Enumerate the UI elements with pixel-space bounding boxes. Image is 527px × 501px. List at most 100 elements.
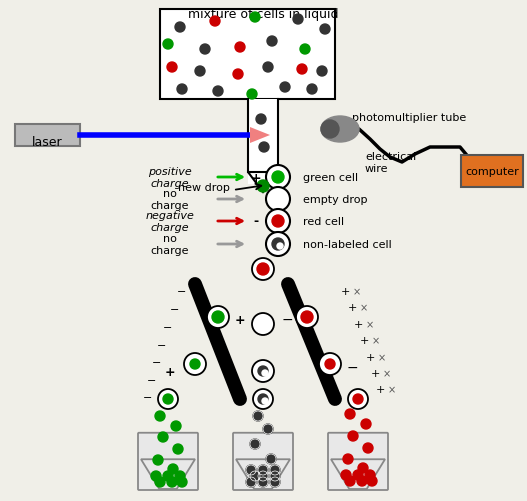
Circle shape	[263, 424, 273, 434]
Text: ×: ×	[353, 287, 361, 297]
Text: +: +	[359, 335, 369, 345]
Circle shape	[266, 232, 290, 257]
Text: laser: laser	[32, 136, 62, 149]
Text: +: +	[365, 352, 375, 362]
Text: +: +	[251, 171, 261, 184]
FancyBboxPatch shape	[461, 156, 523, 188]
Text: photomultiplier tube: photomultiplier tube	[352, 113, 466, 123]
Circle shape	[258, 465, 268, 475]
Circle shape	[171, 421, 181, 431]
Circle shape	[300, 45, 310, 55]
Circle shape	[253, 411, 263, 421]
Circle shape	[190, 359, 200, 369]
Circle shape	[270, 465, 280, 475]
Circle shape	[158, 432, 168, 442]
Circle shape	[175, 471, 185, 481]
Circle shape	[345, 409, 355, 419]
Circle shape	[177, 85, 187, 95]
Text: negative
charge: negative charge	[145, 211, 194, 232]
Circle shape	[348, 389, 368, 409]
Circle shape	[253, 389, 273, 409]
Text: −: −	[148, 375, 157, 385]
Circle shape	[270, 471, 280, 481]
Circle shape	[252, 360, 274, 382]
Circle shape	[358, 463, 368, 473]
Circle shape	[256, 115, 266, 125]
FancyBboxPatch shape	[328, 433, 388, 490]
Ellipse shape	[321, 117, 359, 143]
Polygon shape	[248, 173, 278, 192]
Circle shape	[257, 264, 269, 276]
Circle shape	[353, 470, 363, 480]
Text: non-labeled cell: non-labeled cell	[303, 239, 392, 249]
Circle shape	[267, 37, 277, 47]
Text: +: +	[347, 303, 357, 313]
Circle shape	[266, 454, 276, 464]
Circle shape	[361, 419, 371, 429]
FancyBboxPatch shape	[138, 433, 198, 490]
Text: ×: ×	[372, 335, 380, 345]
Text: green cell: green cell	[303, 173, 358, 183]
Text: −: −	[163, 322, 173, 332]
Text: electrical
wire: electrical wire	[365, 152, 416, 173]
FancyBboxPatch shape	[15, 125, 80, 147]
Circle shape	[363, 443, 373, 453]
FancyBboxPatch shape	[233, 433, 293, 490]
Circle shape	[343, 454, 353, 464]
Circle shape	[296, 307, 318, 328]
Circle shape	[348, 431, 358, 441]
Circle shape	[252, 313, 274, 335]
Text: positive
charge: positive charge	[148, 167, 192, 188]
Circle shape	[213, 87, 223, 97]
Circle shape	[167, 477, 177, 487]
Circle shape	[246, 465, 256, 475]
Circle shape	[277, 243, 283, 249]
Circle shape	[250, 439, 260, 449]
Text: no
charge: no charge	[151, 189, 189, 210]
Text: +: +	[375, 384, 385, 394]
Circle shape	[257, 181, 269, 192]
Text: ×: ×	[360, 303, 368, 313]
Circle shape	[177, 477, 187, 487]
Text: computer: computer	[465, 167, 519, 177]
Circle shape	[175, 23, 185, 33]
Text: −: −	[177, 287, 187, 297]
Circle shape	[151, 471, 161, 481]
Circle shape	[317, 67, 327, 77]
Circle shape	[266, 166, 290, 189]
Circle shape	[272, 238, 284, 250]
Text: −: −	[281, 313, 293, 326]
Polygon shape	[236, 459, 290, 489]
Circle shape	[293, 15, 303, 25]
Circle shape	[365, 470, 375, 480]
Circle shape	[163, 40, 173, 50]
Text: -: -	[253, 215, 259, 228]
Circle shape	[247, 90, 257, 100]
Circle shape	[246, 477, 256, 487]
Circle shape	[250, 471, 260, 481]
Circle shape	[252, 259, 274, 281]
Text: +: +	[370, 368, 379, 378]
Circle shape	[321, 121, 339, 139]
Circle shape	[235, 43, 245, 53]
Circle shape	[319, 353, 341, 375]
Text: no
charge: no charge	[151, 234, 189, 256]
Circle shape	[301, 312, 313, 323]
Circle shape	[353, 394, 363, 404]
Circle shape	[155, 411, 165, 421]
Text: −: −	[346, 360, 358, 374]
Polygon shape	[331, 459, 385, 489]
Circle shape	[250, 13, 260, 23]
Circle shape	[163, 394, 173, 404]
Text: −: −	[152, 357, 162, 367]
Circle shape	[158, 389, 178, 409]
Circle shape	[345, 476, 355, 486]
Text: ×: ×	[388, 384, 396, 394]
Circle shape	[163, 471, 173, 481]
Text: −: −	[170, 305, 180, 314]
Circle shape	[233, 70, 243, 80]
Circle shape	[266, 209, 290, 233]
Text: red cell: red cell	[303, 216, 344, 226]
Circle shape	[207, 307, 229, 328]
Text: empty drop: empty drop	[303, 194, 367, 204]
